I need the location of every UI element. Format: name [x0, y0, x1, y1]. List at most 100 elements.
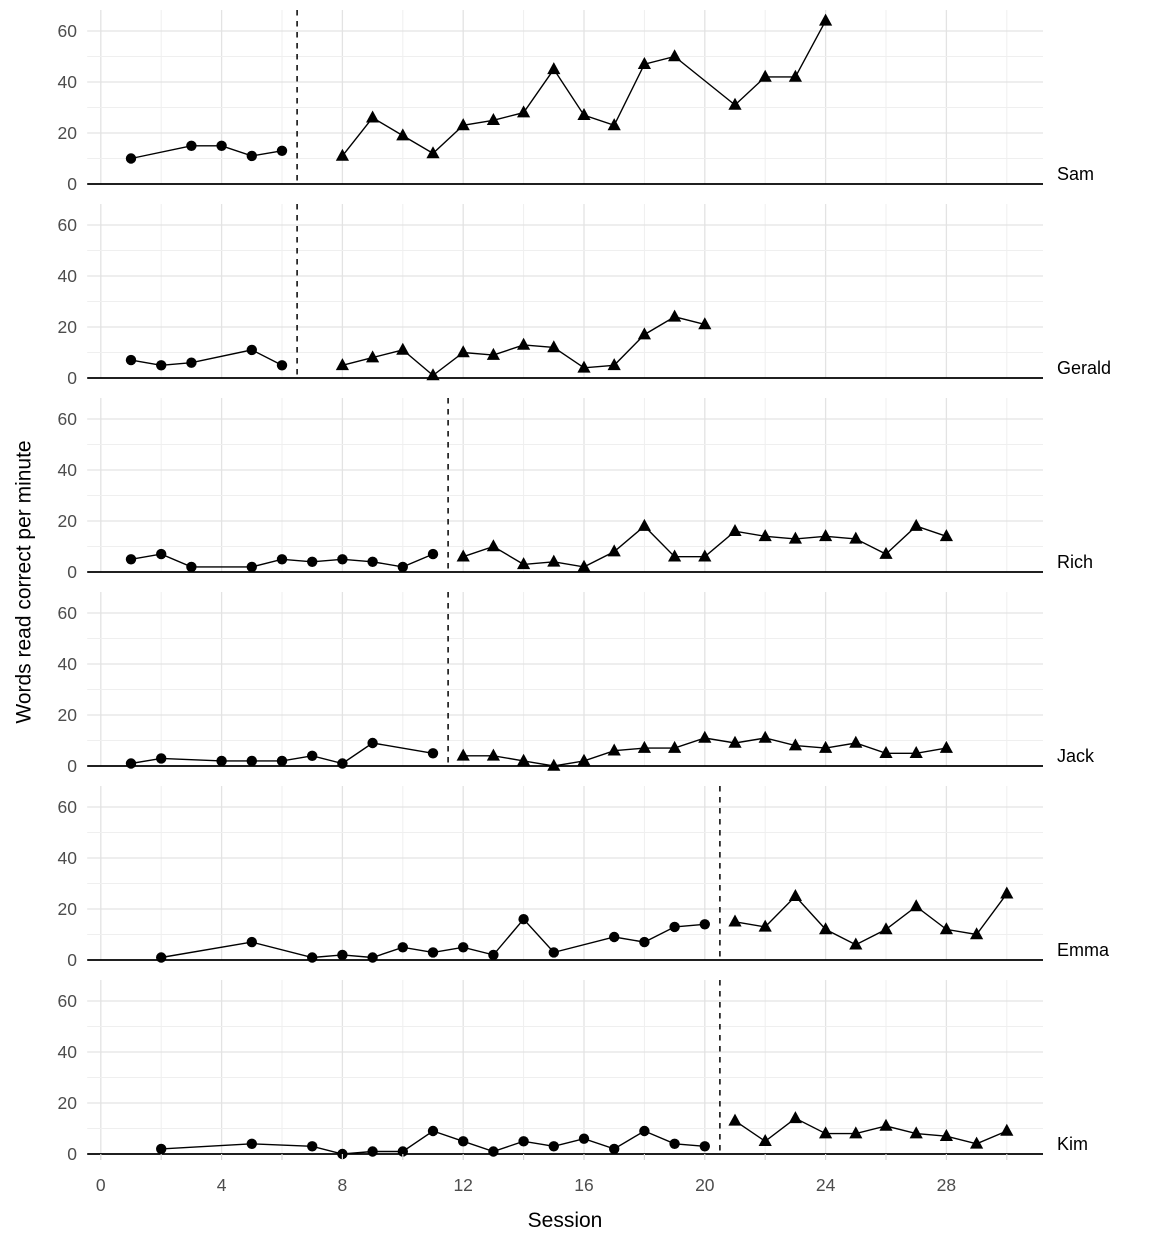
y-tick-label: 0 — [67, 174, 77, 194]
panel-label: Kim — [1057, 1134, 1088, 1154]
intervention-point — [426, 146, 440, 159]
intervention-point — [577, 753, 591, 766]
intervention-point — [939, 1129, 953, 1141]
y-tick-label: 20 — [58, 1093, 78, 1113]
intervention-point — [335, 148, 349, 161]
baseline-point — [367, 556, 378, 567]
baseline-point — [337, 758, 348, 769]
intervention-point — [879, 1118, 893, 1131]
intervention-point — [849, 735, 863, 748]
baseline-point — [488, 1146, 499, 1157]
y-tick-label: 0 — [67, 756, 77, 776]
intervention-point — [879, 922, 893, 935]
intervention-point — [456, 549, 470, 562]
y-tick-label: 20 — [58, 899, 78, 919]
baseline-point — [216, 140, 227, 151]
baseline-point — [156, 753, 167, 764]
intervention-point — [396, 342, 410, 355]
y-tick-label: 60 — [58, 409, 78, 429]
intervention-point — [909, 899, 923, 912]
intervention-point — [849, 1126, 863, 1139]
panel-label: Jack — [1057, 746, 1095, 766]
intervention-point — [819, 922, 833, 935]
baseline-point — [609, 931, 620, 943]
intervention-point — [668, 740, 682, 753]
baseline-point — [246, 936, 257, 948]
intervention-point — [577, 108, 591, 120]
intervention-point — [788, 889, 802, 901]
y-tick-label: 40 — [58, 266, 78, 286]
intervention-point — [788, 69, 802, 82]
y-tick-label: 60 — [58, 603, 78, 623]
intervention-point — [819, 13, 833, 26]
intervention-point — [335, 358, 349, 371]
intervention-point — [879, 546, 893, 559]
y-tick-label: 0 — [67, 368, 77, 388]
x-tick-label: 8 — [338, 1175, 348, 1195]
intervention-point — [517, 337, 531, 350]
baseline-point — [125, 354, 137, 366]
baseline-point — [276, 360, 288, 371]
intervention-point — [396, 128, 410, 141]
baseline-point — [458, 1136, 469, 1147]
baseline-point — [427, 1125, 439, 1137]
intervention-point — [577, 360, 591, 373]
baseline-point — [367, 952, 378, 963]
intervention-point — [849, 531, 863, 544]
baseline-point — [609, 1143, 620, 1155]
intervention-point — [547, 758, 561, 771]
x-tick-label: 16 — [574, 1175, 593, 1195]
baseline-point — [276, 145, 288, 156]
intervention-point — [939, 740, 953, 753]
intervention-point — [788, 1111, 802, 1124]
panel-rich: 0 20 40 60 Rich — [58, 398, 1093, 582]
baseline-series-line — [130, 553, 434, 568]
baseline-point — [156, 548, 167, 560]
baseline-point — [246, 755, 257, 767]
intervention-point — [637, 518, 651, 531]
baseline-point — [367, 1146, 378, 1157]
intervention-point — [547, 340, 561, 353]
intervention-point — [819, 1126, 833, 1139]
intervention-point — [607, 358, 621, 371]
intervention-point — [728, 524, 742, 536]
intervention-point — [668, 549, 682, 562]
intervention-point — [456, 748, 470, 761]
intervention-point — [758, 529, 772, 542]
y-tick-label: 40 — [58, 848, 78, 868]
intervention-point — [849, 937, 863, 950]
baseline-point — [699, 919, 710, 930]
baseline-point — [125, 758, 137, 769]
baseline-point — [669, 1138, 680, 1150]
intervention-point — [486, 748, 500, 761]
intervention-point — [366, 110, 380, 123]
baseline-point — [427, 947, 439, 958]
x-tick-label: 20 — [695, 1175, 715, 1195]
intervention-point — [698, 730, 712, 743]
baseline-point — [639, 936, 650, 948]
baseline-point — [458, 942, 469, 953]
intervention-point — [637, 327, 651, 340]
intervention-point — [668, 309, 682, 322]
baseline-point — [578, 1133, 590, 1144]
intervention-point — [819, 740, 833, 753]
panel-kim: 0 20 40 60 Kim — [58, 980, 1088, 1164]
y-tick-label: 40 — [58, 654, 78, 674]
baseline-point — [427, 748, 439, 759]
x-axis-title: Session — [527, 1209, 603, 1232]
x-tick-label: 0 — [96, 1175, 106, 1195]
intervention-point — [607, 118, 621, 131]
baseline-point — [518, 1136, 529, 1147]
intervention-point — [668, 49, 682, 62]
intervention-series-line — [341, 20, 827, 157]
y-tick-label: 0 — [67, 562, 77, 582]
panel-label: Sam — [1057, 164, 1094, 184]
y-tick-label: 20 — [58, 317, 78, 337]
intervention-point — [939, 922, 953, 935]
intervention-point — [607, 544, 621, 557]
baseline-point — [156, 1143, 167, 1155]
x-tick-label: 12 — [453, 1175, 472, 1195]
panel-label: Emma — [1057, 940, 1110, 960]
